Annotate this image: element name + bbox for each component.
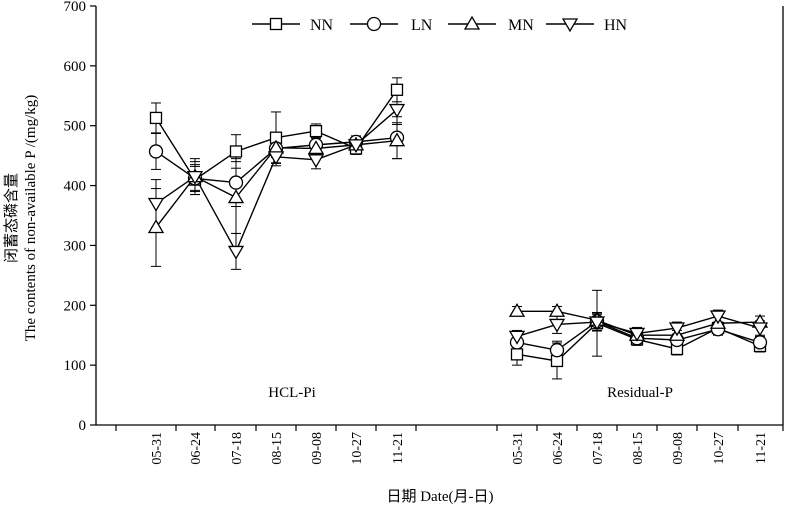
- x-tick-label: 09-08: [671, 432, 686, 465]
- x-tick-label: 10-27: [350, 432, 365, 465]
- data-point-HN: [307, 154, 325, 169]
- legend-label-HN: HN: [604, 17, 628, 34]
- y-tick-label: 100: [64, 358, 87, 374]
- legend-marker-HN: [561, 18, 579, 33]
- y-tick-label: 0: [79, 418, 87, 434]
- data-point-LN: [752, 335, 768, 350]
- x-tick-label: 07-18: [230, 432, 245, 465]
- legend-label-MN: MN: [508, 17, 534, 34]
- x-tick-label: 05-31: [511, 432, 526, 465]
- data-point-HN: [147, 197, 165, 212]
- data-point-HN: [227, 245, 245, 260]
- data-point-MN: [388, 132, 406, 147]
- data-point-HN: [709, 310, 727, 325]
- data-point-NN: [309, 124, 323, 138]
- legend-marker-MN: [463, 15, 481, 30]
- data-point-HN: [508, 330, 526, 345]
- group-0: [147, 77, 406, 270]
- data-point-MN: [147, 219, 165, 234]
- data-point-HN: [628, 327, 646, 342]
- group-label: HCL-Pi: [268, 385, 316, 401]
- group-1: [508, 289, 769, 380]
- data-point-LN: [549, 343, 565, 358]
- legend-label-LN: LN: [411, 17, 433, 34]
- y-axis-title-en: The contents of non-available P /(mg/kg): [23, 95, 39, 341]
- data-point-NN: [149, 111, 163, 125]
- data-point-MN: [227, 189, 245, 204]
- x-tick-label: 06-24: [551, 432, 566, 465]
- data-point-HN: [751, 322, 769, 337]
- data-point-HN: [588, 316, 606, 331]
- data-point-HN: [668, 322, 686, 337]
- y-axis-title-cn: 闭蓄态磷含量: [3, 173, 20, 263]
- x-tick-label: 10-27: [712, 432, 727, 465]
- y-tick-label: 200: [64, 298, 87, 314]
- data-point-NN: [229, 145, 243, 158]
- x-tick-label: 07-18: [591, 432, 606, 465]
- x-tick-label: 11-21: [754, 432, 769, 464]
- data-point-NN: [510, 348, 524, 361]
- data-point-HN: [347, 139, 365, 154]
- data-point-HN: [388, 103, 406, 118]
- data-point-LN: [228, 175, 244, 190]
- x-tick-label: 08-15: [270, 432, 285, 465]
- legend-marker-NN: [269, 17, 283, 31]
- data-point-NN: [390, 83, 404, 96]
- data-point-MN: [307, 140, 325, 155]
- x-tick-label: 08-15: [631, 432, 646, 465]
- plot-area: 0 100 200 300 400 500 600 700 闭蓄态磷含量 The contents…: [3, 0, 784, 505]
- data-point-MN: [548, 302, 566, 317]
- data-point-HN: [548, 318, 566, 333]
- y-tick-label: 700: [64, 0, 87, 15]
- legend: NN LN MN HN: [252, 15, 628, 34]
- x-tick-label: 06-24: [189, 432, 204, 465]
- y-tick-label: 300: [64, 238, 87, 254]
- x-tick-label: 05-31: [150, 432, 165, 465]
- y-tick-label: 400: [64, 179, 87, 195]
- data-point-HN: [267, 151, 285, 166]
- y-tick-label: 600: [64, 59, 87, 75]
- x-axis-title: 日期 Date(月-日): [386, 488, 493, 505]
- y-tick-label: 500: [64, 119, 87, 135]
- data-point-LN: [148, 144, 164, 159]
- legend-marker-LN: [366, 16, 382, 32]
- data-point-HN: [186, 170, 204, 185]
- x-tick-label: 09-08: [310, 432, 325, 465]
- data-point-MN: [508, 302, 526, 317]
- legend-label-NN: NN: [310, 17, 334, 34]
- x-tick-label: 11-21: [391, 432, 406, 464]
- group-label: Residual-P: [607, 385, 673, 401]
